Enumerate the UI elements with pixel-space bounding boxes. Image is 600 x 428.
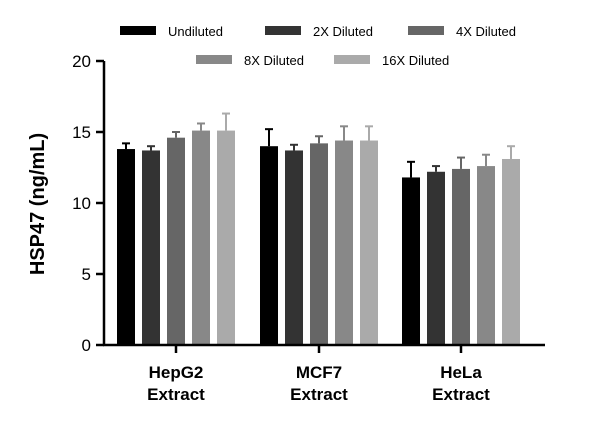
x-tick-label: Extract: [290, 385, 348, 404]
bar: [335, 140, 353, 345]
legend-swatch-2x-diluted: [265, 26, 301, 35]
y-tick-label: 5: [82, 265, 91, 284]
bar: [117, 149, 135, 345]
legend-swatch-16x-diluted: [334, 55, 370, 64]
x-tick-label: HepG2: [149, 363, 204, 382]
bar: [285, 150, 303, 345]
bar: [192, 130, 210, 345]
legend-label-8x-diluted: 8X Diluted: [244, 53, 304, 68]
legend-label-2x-diluted: 2X Diluted: [313, 24, 373, 39]
y-axis-title: HSP47 (ng/mL): [27, 133, 49, 275]
bar: [402, 177, 420, 345]
legend: Undiluted 2X Diluted 4X Diluted 8X Diluted 1…: [120, 24, 516, 68]
legend-label-16x-diluted: 16X Diluted: [382, 53, 449, 68]
x-tick-label: Extract: [147, 385, 205, 404]
y-tick-label: 15: [72, 123, 91, 142]
bar: [310, 143, 328, 345]
bar: [452, 168, 470, 345]
bars: [117, 112, 520, 345]
bar: [427, 171, 445, 345]
bar: [477, 166, 495, 345]
x-tick-label: MCF7: [296, 363, 342, 382]
bar: [142, 150, 160, 345]
legend-swatch-4x-diluted: [408, 26, 444, 35]
bar: [167, 137, 185, 345]
legend-swatch-8x-diluted: [196, 55, 232, 64]
bar: [217, 130, 235, 345]
bar: [360, 140, 378, 345]
y-axis: 0 5 10 15 20: [72, 52, 106, 355]
bar: [502, 158, 520, 345]
x-axis: HepG2 Extract MCF7 Extract HeLa Extract: [103, 343, 545, 404]
legend-label-4x-diluted: 4X Diluted: [456, 24, 516, 39]
y-tick-label: 20: [72, 52, 91, 71]
x-tick-label: Extract: [432, 385, 490, 404]
y-tick-label: 0: [82, 336, 91, 355]
x-tick-label: HeLa: [440, 363, 482, 382]
legend-swatch-undiluted: [120, 26, 156, 35]
y-tick-label: 10: [72, 194, 91, 213]
legend-label-undiluted: Undiluted: [168, 24, 223, 39]
bar: [260, 146, 278, 345]
